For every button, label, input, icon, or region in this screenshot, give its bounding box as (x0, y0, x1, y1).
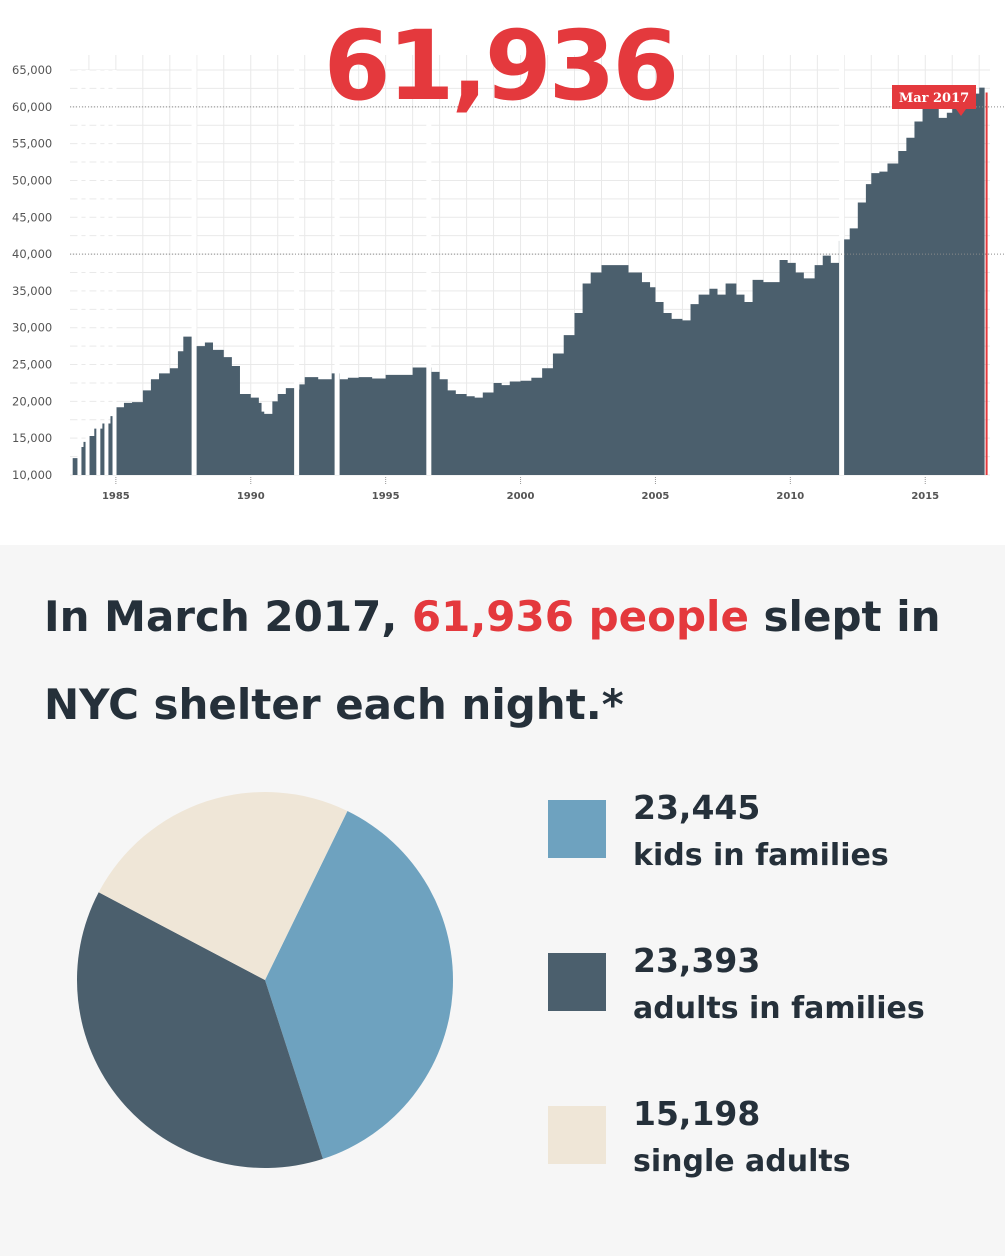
series-gap (85, 70, 90, 475)
legend-swatch-adults-in-families (548, 953, 606, 1011)
series-gap (839, 55, 845, 475)
x-tick-label: 2000 (507, 491, 535, 502)
shelter-breakdown-pie-chart (77, 792, 453, 1168)
x-tick-label: 2010 (776, 491, 804, 502)
series-gap (77, 70, 82, 475)
annotation-label: Mar 2017 (899, 91, 969, 106)
series-gap (334, 55, 340, 475)
legend-item-adults-in-families: 23,393 adults in families (548, 941, 988, 1094)
legend-value-kids: 23,445 (633, 788, 761, 827)
legend-value-adults-in-families: 23,393 (633, 941, 761, 980)
headline-part1: In March 2017, (44, 592, 412, 641)
y-tick-label: 10,000 (12, 468, 52, 482)
legend-label-single-adults: single adults (633, 1144, 851, 1179)
legend-label-adults-in-families: adults in families (633, 991, 925, 1026)
annotation-pointer (956, 109, 966, 116)
y-tick-label: 20,000 (12, 394, 52, 408)
x-tick-label: 1990 (237, 491, 265, 502)
y-tick-label: 25,000 (12, 358, 52, 372)
y-tick-label: 45,000 (12, 210, 52, 224)
x-tick-label: 1995 (372, 491, 400, 502)
pie-slice-kids (265, 811, 453, 1159)
breakdown-panel: In March 2017, 61,936 people slept in NY… (0, 545, 1005, 1256)
series-gap (96, 70, 101, 475)
pie-slice-single-adults (98, 792, 348, 980)
y-tick-label: 60,000 (12, 100, 52, 114)
series-gap (104, 70, 109, 475)
headline-part2: slept in NYC shelter each night.* (44, 592, 941, 729)
headline-highlight: 61,936 people (411, 592, 749, 641)
series-gap (426, 55, 432, 475)
pie-slice-adults-in-families (77, 892, 323, 1168)
annotation-label-box (892, 85, 976, 109)
legend-label-kids: kids in families (633, 838, 889, 873)
legend-item-kids: 23,445 kids in families (548, 788, 988, 941)
x-tick-label: 2005 (642, 491, 670, 502)
legend-swatch-kids (548, 800, 606, 858)
y-tick-label: 65,000 (12, 63, 52, 77)
y-tick-label: 55,000 (12, 137, 52, 151)
y-tick-label: 30,000 (12, 321, 52, 335)
headline-number: 61,936 (323, 10, 679, 122)
series-gap (294, 55, 300, 475)
pie-legend: 23,445 kids in families 23,393 adults in… (548, 788, 988, 1247)
legend-value-single-adults: 15,198 (633, 1094, 761, 1133)
x-tick-label: 2015 (911, 491, 939, 502)
y-tick-label: 35,000 (12, 284, 52, 298)
x-tick-label: 1985 (102, 491, 130, 502)
shelter-population-panel: 10,000 15,000 20,000 25,000 30,000 35,000 40,0… (0, 0, 1005, 545)
shelter-population-area-chart: 10,000 15,000 20,000 25,000 30,000 35,000 40,0… (12, 55, 1005, 502)
legend-swatch-single-adults (548, 1106, 606, 1164)
legend-item-single-adults: 15,198 single adults (548, 1094, 988, 1247)
y-tick-label: 40,000 (12, 247, 52, 261)
y-tick-label: 15,000 (12, 431, 52, 445)
series-gap (191, 55, 197, 475)
y-tick-label: 50,000 (12, 173, 52, 187)
series-gap (112, 70, 117, 475)
headline-text: In March 2017, 61,936 people slept in NY… (44, 573, 974, 749)
area-series (72, 87, 985, 475)
